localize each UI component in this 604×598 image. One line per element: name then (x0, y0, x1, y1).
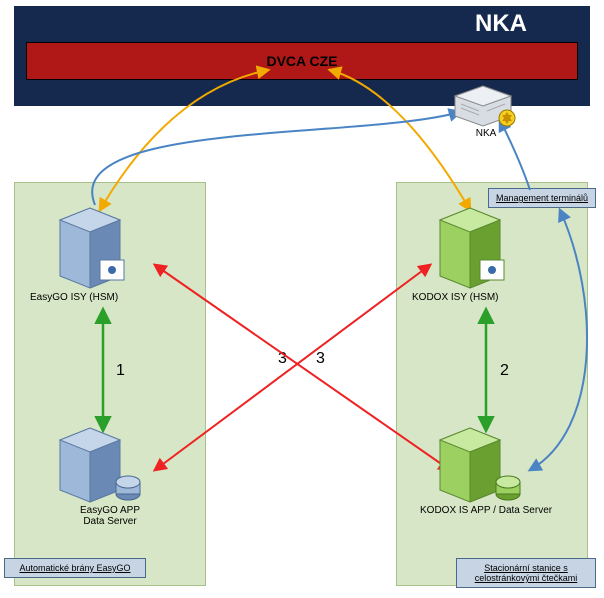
callout-stationary: Stacionární stanice s celostránkovými čt… (456, 558, 596, 588)
callout-auto-gates: Automatické brány EasyGO (4, 558, 146, 578)
nka-title: NKA (475, 10, 527, 38)
link-1: 1 (116, 362, 125, 380)
link-3b: 3 (316, 350, 325, 368)
kodox-app-label: KODOX IS APP / Data Server (420, 505, 580, 516)
easygo-isy-label: EasyGO ISY (HSM) (30, 292, 150, 303)
nka-caption: NKA (466, 128, 506, 139)
dvca-bar: DVCA CZE (26, 42, 578, 80)
link-2: 2 (500, 362, 509, 380)
right-group-box (396, 182, 588, 586)
easygo-app-label: EasyGO APP Data Server (60, 505, 160, 527)
callout-stationary-l2: celostránkovými čtečkami (475, 573, 578, 583)
link-3a: 3 (278, 350, 287, 368)
kodox-isy-label: KODOX ISY (HSM) (412, 292, 532, 303)
callout-stationary-l1: Stacionární stanice s (484, 563, 568, 573)
callout-mgmt: Management terminálů (488, 188, 596, 208)
dvca-label: DVCA CZE (266, 53, 337, 69)
